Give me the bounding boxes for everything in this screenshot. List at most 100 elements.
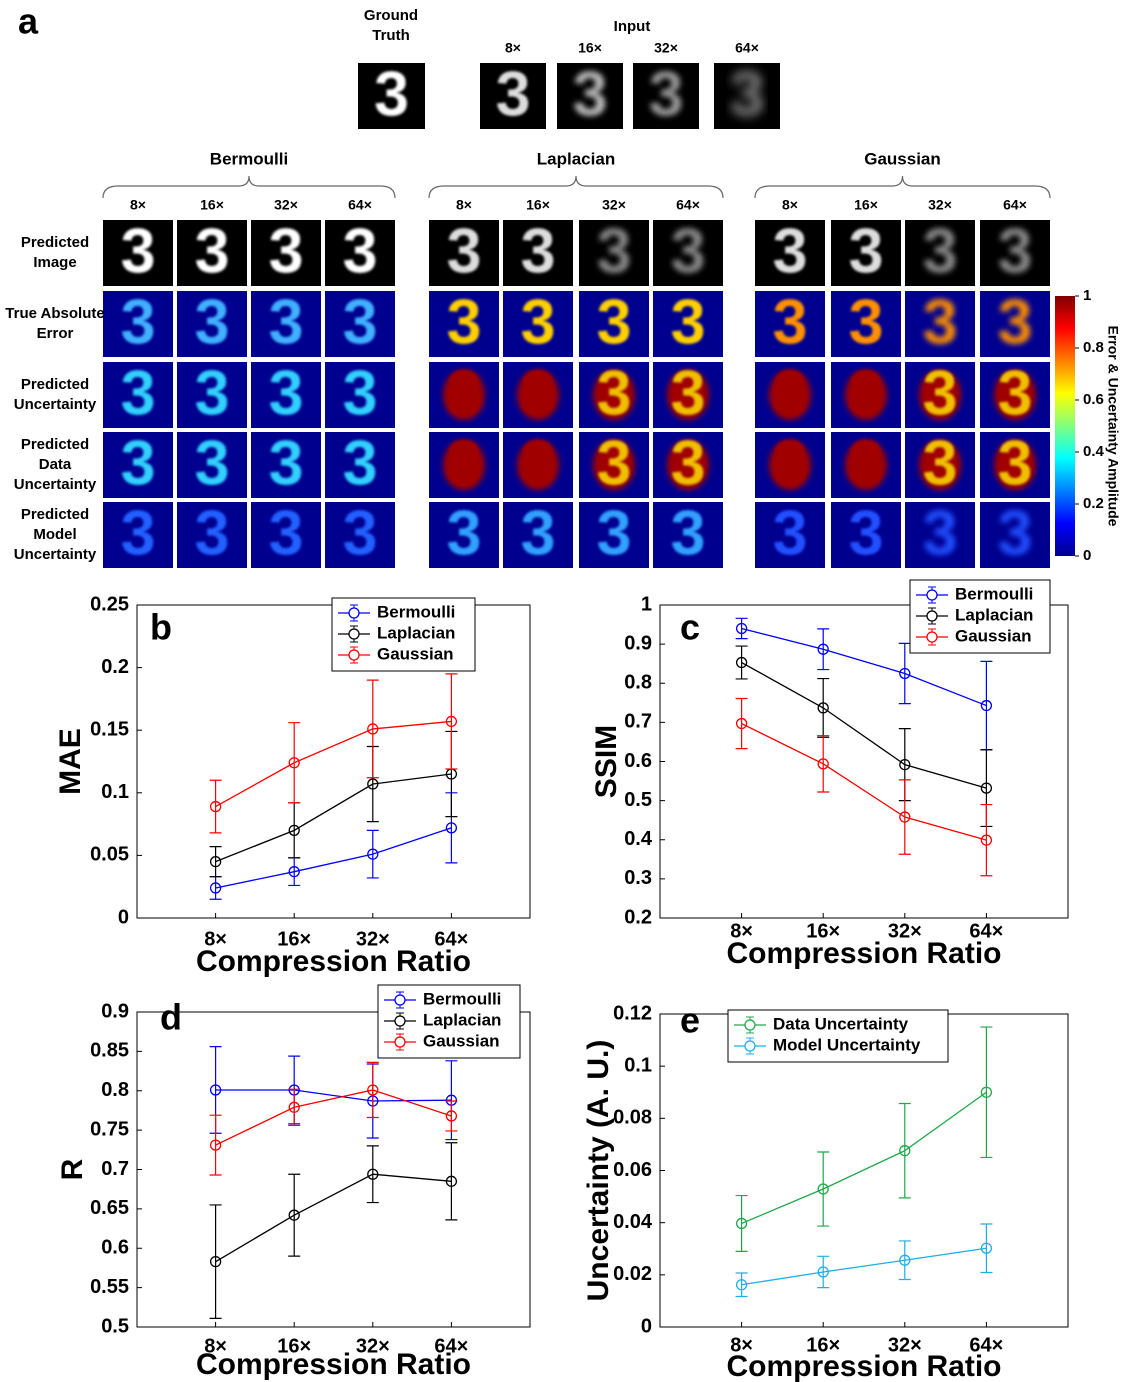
colorbar-tick-label: 0: [1083, 547, 1091, 564]
y-tick-label: 0.55: [90, 1276, 129, 1298]
tile-content: 3: [849, 217, 884, 287]
tile-content: 3: [923, 288, 958, 358]
tile-content: 3: [998, 217, 1033, 287]
colorbar-label: Error & Uncertainty Amplitude: [1105, 326, 1121, 527]
digit: 3: [374, 60, 409, 130]
tile-content: 3: [121, 288, 156, 358]
input-ratio: 64×: [735, 40, 759, 56]
y-tick-label: 0.02: [613, 1263, 652, 1285]
legend-swatch: [927, 632, 937, 642]
digit: 3: [773, 429, 808, 499]
digit: 3: [496, 60, 531, 130]
legend-label: Bermoulli: [423, 989, 501, 1008]
digit: 3: [597, 288, 632, 358]
image-tile: 3: [980, 429, 1050, 499]
series-line: [216, 1090, 452, 1145]
digit: 3: [269, 359, 304, 429]
tile-content: 3: [447, 288, 482, 358]
group-bracket: [103, 176, 395, 198]
digit: 3: [521, 217, 556, 287]
image-tile: 3: [831, 288, 901, 358]
digit: 3: [343, 217, 378, 287]
digit: 3: [649, 60, 684, 130]
group-bracket: [429, 176, 723, 198]
group-name: Bermoulli: [210, 149, 288, 168]
tile-content: 3: [849, 288, 884, 358]
image-tile: 3: [251, 288, 321, 358]
image-tile: 3: [251, 499, 321, 569]
image-tile: 3: [980, 359, 1050, 429]
tile-content: 3: [447, 499, 482, 569]
y-tick-label: 0.9: [101, 1000, 129, 1022]
digit: 3: [121, 359, 156, 429]
legend-label: Bermoulli: [955, 584, 1033, 603]
image-tile: 3: [325, 217, 395, 287]
digit: 3: [521, 429, 556, 499]
digit: 3: [998, 429, 1033, 499]
tile-content: 3: [447, 217, 482, 287]
x-axis-title: Compression Ratio: [726, 1350, 1001, 1382]
y-tick-label: 0: [641, 1315, 652, 1337]
tile-content: 3: [773, 217, 808, 287]
series-line: [742, 724, 987, 841]
group-ratio: 16×: [200, 197, 224, 213]
image-tile: 3: [103, 429, 173, 499]
image-tile: 3: [653, 288, 723, 358]
tile-content: 3: [121, 217, 156, 287]
image-tile: 3: [653, 499, 723, 569]
group-ratio: 64×: [676, 197, 700, 213]
input-ratio: 16×: [578, 40, 602, 56]
y-tick-label: 0.05: [90, 844, 129, 866]
colorbar-tick-label: 1: [1083, 287, 1091, 304]
group-ratio: 32×: [602, 197, 626, 213]
ground-truth-label: Ground Truth: [356, 6, 426, 46]
colorbar-tick-label: 0.6: [1083, 391, 1104, 408]
legend-label: Gaussian: [377, 644, 454, 663]
panel-label: d: [160, 997, 182, 1038]
error-bar: [288, 1174, 300, 1256]
image-tile: 3: [831, 499, 901, 569]
error-bar: [817, 1152, 829, 1226]
legend-label: Laplacian: [377, 623, 455, 642]
image-tile: 3: [325, 359, 395, 429]
digit: 3: [849, 429, 884, 499]
error-bar: [980, 805, 992, 876]
tile-content: 3: [730, 60, 765, 130]
digit: 3: [447, 359, 482, 429]
digit: 3: [998, 217, 1033, 287]
image-tile: 3: [503, 359, 573, 429]
digit: 3: [923, 499, 958, 569]
digit: 3: [849, 288, 884, 358]
tile-content: 3: [923, 217, 958, 287]
digit: 3: [447, 499, 482, 569]
error-bar: [736, 646, 748, 679]
x-axis-title: Compression Ratio: [726, 937, 1001, 970]
legend-swatch: [745, 1041, 755, 1051]
image-tile: 3: [905, 288, 975, 358]
group-ratio: 8×: [130, 197, 146, 213]
y-tick-label: 0.8: [624, 672, 652, 694]
image-tile: 3: [905, 499, 975, 569]
tile-content: 3: [443, 429, 485, 499]
y-tick-label: 0.08: [613, 1107, 652, 1129]
error-bar: [980, 1027, 992, 1157]
x-axis-title: Compression Ratio: [196, 945, 471, 978]
digit: 3: [343, 499, 378, 569]
legend-swatch: [927, 611, 937, 621]
image-tile: 3: [980, 499, 1050, 569]
error-bar: [210, 780, 222, 833]
legend-swatch: [745, 1020, 755, 1030]
digit: 3: [923, 217, 958, 287]
error-bar: [288, 858, 300, 886]
panel-label: b: [150, 607, 172, 648]
row-label: Predicted Data Uncertainty: [3, 435, 107, 495]
tile-content: 3: [269, 429, 304, 499]
digit: 3: [773, 359, 808, 429]
digit: 3: [121, 288, 156, 358]
tile-content: 3: [269, 217, 304, 287]
error-bar: [736, 1196, 748, 1252]
series-line: [742, 1092, 987, 1223]
colorbar-tick-label: 0.8: [1083, 339, 1104, 356]
image-tile: 3: [177, 217, 247, 287]
image-tile: 3: [905, 359, 975, 429]
